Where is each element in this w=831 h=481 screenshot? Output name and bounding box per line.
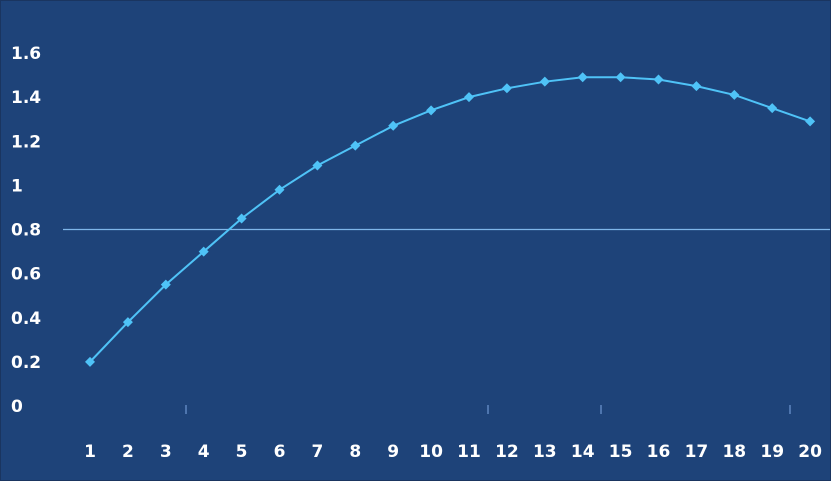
data-point-marker <box>615 72 626 83</box>
data-point-marker <box>312 160 323 171</box>
data-point-marker <box>691 81 702 92</box>
data-point-marker <box>198 246 209 257</box>
y-tick-label: 1 <box>11 176 23 196</box>
data-point-marker <box>388 120 399 131</box>
series-layer <box>85 72 816 367</box>
x-tick-label: 17 <box>685 442 709 462</box>
x-tick-label: 18 <box>722 442 746 462</box>
x-tick-label: 12 <box>495 442 519 462</box>
x-tick-label: 6 <box>274 442 286 462</box>
y-tick-label: 1.2 <box>11 132 41 152</box>
series-line <box>89 76 811 363</box>
y-tick-label: 0.6 <box>11 265 41 285</box>
data-point-marker <box>501 83 512 94</box>
data-point-marker <box>426 105 437 116</box>
x-tick-label: 8 <box>349 442 361 462</box>
y-tick-label: 0 <box>11 397 23 417</box>
data-point-marker <box>274 184 285 195</box>
data-point-marker <box>653 74 664 85</box>
data-point-marker <box>350 140 361 151</box>
y-axis: 0 0.2 0.4 0.6 0.8 1 1.2 1.4 1.6 <box>11 44 41 417</box>
x-tick-label: 19 <box>760 442 784 462</box>
x-tick-label: 14 <box>571 442 595 462</box>
data-point-marker <box>236 213 247 224</box>
y-tick-label: 1.6 <box>11 44 41 64</box>
x-tick-label: 3 <box>160 442 172 462</box>
x-tick-label: 11 <box>457 442 481 462</box>
x-tick-label: 10 <box>419 442 443 462</box>
y-tick-label: 0.2 <box>11 353 41 373</box>
y-tick-label: 0.8 <box>11 221 41 241</box>
data-point-marker <box>160 279 171 290</box>
data-point-marker <box>539 76 550 87</box>
data-point-marker <box>767 103 778 114</box>
x-axis: 1 2 3 4 5 6 7 8 9 10 11 12 13 14 15 16 17 18 19 20 <box>84 442 822 462</box>
data-point-marker <box>577 72 588 83</box>
data-point-marker <box>85 356 95 367</box>
x-tick-label: 1 <box>84 442 96 462</box>
data-point-marker <box>805 116 816 127</box>
x-tick-label: 5 <box>236 442 248 462</box>
x-tick-label: 15 <box>609 442 633 462</box>
x-tick-label: 20 <box>798 442 822 462</box>
x-tick-label: 2 <box>122 442 134 462</box>
y-tick-label: 0.4 <box>11 309 41 329</box>
x-tick-label: 16 <box>647 442 671 462</box>
x-tick-label: 9 <box>387 442 399 462</box>
x-tick-label: 4 <box>198 442 210 462</box>
y-tick-label: 1.4 <box>11 88 41 108</box>
data-point-marker <box>729 89 740 100</box>
data-point-marker <box>122 317 133 328</box>
minor-tick-layer <box>185 405 791 414</box>
x-tick-label: 13 <box>533 442 557 462</box>
data-point-marker <box>464 92 474 103</box>
x-tick-label: 7 <box>311 442 323 462</box>
